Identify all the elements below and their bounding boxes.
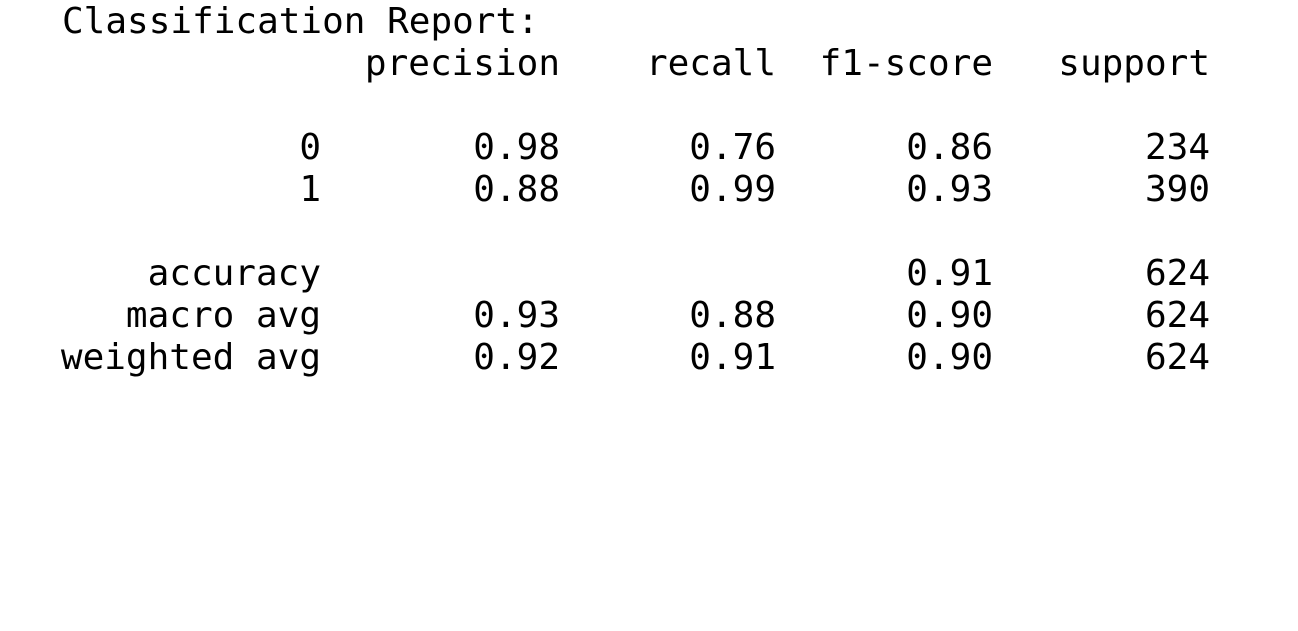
- f1-score-value: 0.90: [906, 295, 993, 336]
- table-header-row: precision recall f1-score support: [62, 43, 1222, 85]
- row-label: accuracy: [147, 253, 321, 294]
- f1-score-value: 0.91: [906, 253, 993, 294]
- f1-score-value: 0.93: [906, 169, 993, 210]
- row-label: weighted avg: [60, 337, 321, 378]
- report-title: Classification Report:: [62, 1, 539, 42]
- support-value: 624: [1144, 295, 1210, 336]
- support-value: 624: [1144, 337, 1210, 378]
- row-label: 1: [299, 169, 321, 210]
- header-recall: recall: [645, 43, 776, 84]
- recall-value: 0.88: [689, 295, 776, 336]
- table-row: 0 0.98 0.76 0.86 234: [62, 127, 1222, 169]
- precision-value: 0.92: [473, 337, 560, 378]
- row-label: macro avg: [125, 295, 321, 336]
- summary-row-macro-avg: macro avg 0.93 0.88 0.90 624: [62, 295, 1222, 337]
- recall-value: 0.76: [689, 127, 776, 168]
- precision-value: 0.98: [473, 127, 560, 168]
- f1-score-value: 0.86: [906, 127, 993, 168]
- recall-value: 0.91: [689, 337, 776, 378]
- table-row: 1 0.88 0.99 0.93 390: [62, 169, 1222, 211]
- classification-report: Classification Report: precision recall …: [60, 0, 1222, 410]
- header-f1-score: f1-score: [819, 43, 993, 84]
- recall-value: 0.99: [689, 169, 776, 210]
- f1-score-value: 0.90: [906, 337, 993, 378]
- precision-value: 0.88: [473, 169, 560, 210]
- header-support: support: [1058, 43, 1210, 84]
- support-value: 390: [1144, 169, 1210, 210]
- precision-value: 0.93: [473, 295, 560, 336]
- summary-row-accuracy: accuracy 0.91 624: [62, 253, 1222, 295]
- header-precision: precision: [364, 43, 560, 84]
- support-value: 234: [1144, 127, 1210, 168]
- support-value: 624: [1144, 253, 1210, 294]
- row-label: 0: [299, 127, 321, 168]
- summary-row-weighted-avg: weighted avg 0.92 0.91 0.90 624: [60, 337, 1222, 379]
